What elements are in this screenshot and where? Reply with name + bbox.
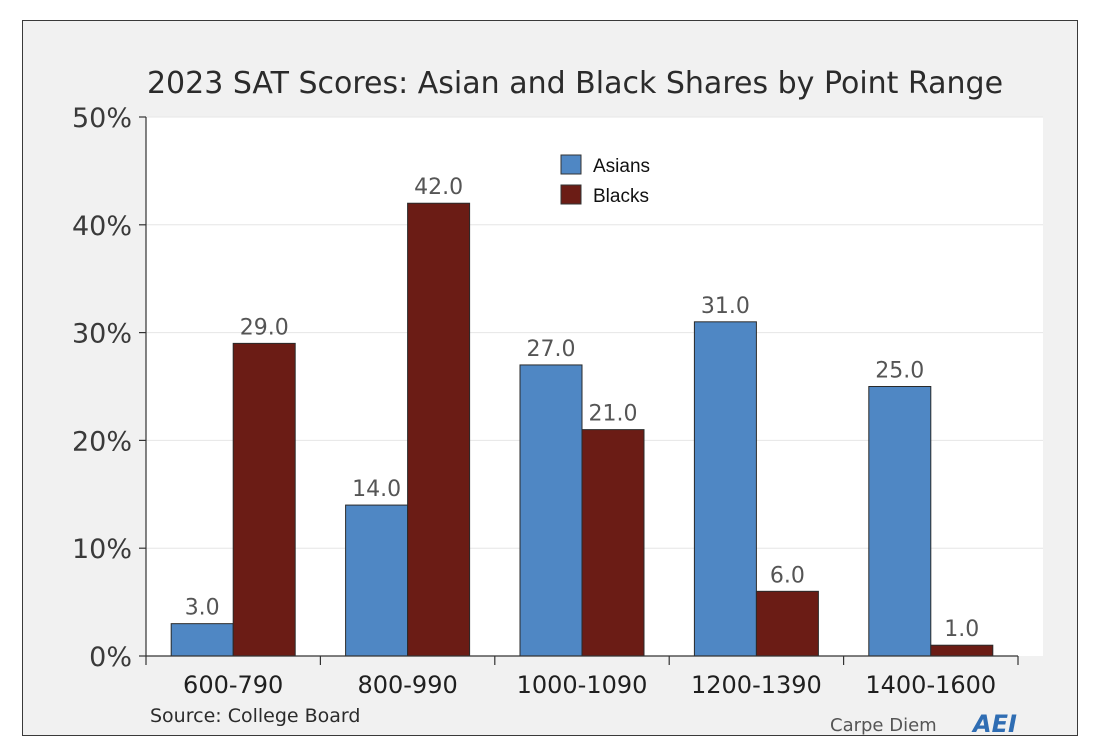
data-label-blacks: 29.0 — [240, 315, 289, 340]
bar-asians-600-790 — [170, 623, 234, 657]
bar-asians-1000-1090 — [519, 364, 583, 657]
y-tick-label: 0% — [89, 642, 132, 673]
x-tick-label: 800-990 — [357, 671, 457, 699]
data-label-asians: 3.0 — [185, 596, 220, 621]
aei-logo-icon: AEI — [971, 710, 1017, 735]
brand-mark: Carpe Diem AEI — [830, 710, 1017, 735]
x-tick-label: 600-790 — [183, 671, 283, 699]
bar-asians-800-990 — [345, 504, 409, 657]
bar-chart: 0% 10% 20% 30% 40% 50% 600-790 3.0 29.0 800-990 14… — [72, 66, 1043, 735]
legend-swatch-blacks — [560, 184, 582, 205]
chart-frame: 0% 10% 20% 30% 40% 50% 600-790 3.0 29.0 800-990 14… — [22, 20, 1078, 736]
legend-label-blacks: Blacks — [593, 186, 649, 207]
data-label-asians: 27.0 — [527, 337, 576, 362]
y-tick-label: 50% — [72, 103, 132, 134]
x-tick-label: 1400-1600 — [865, 671, 996, 699]
y-tick-label: 40% — [72, 211, 132, 242]
x-tick-label: 1000-1090 — [517, 671, 648, 699]
y-tick-label: 10% — [72, 534, 132, 565]
bar-blacks-1400-1600 — [930, 644, 994, 657]
bar-blacks-600-790 — [232, 342, 296, 657]
data-label-asians: 31.0 — [701, 294, 750, 319]
data-label-blacks: 21.0 — [589, 402, 638, 427]
legend-swatch-asians — [560, 154, 582, 175]
bar-blacks-1200-1390 — [755, 590, 819, 657]
brand-text: Carpe Diem — [830, 715, 937, 735]
source-note: Source: College Board — [150, 705, 360, 727]
data-label-blacks: 1.0 — [944, 617, 979, 642]
legend-label-asians: Asians — [593, 156, 650, 177]
bar-asians-1400-1600 — [868, 386, 932, 657]
bar-asians-1200-1390 — [693, 321, 757, 657]
bar-blacks-1000-1090 — [581, 429, 645, 657]
bar-blacks-800-990 — [407, 202, 471, 657]
data-label-blacks: 6.0 — [770, 563, 805, 588]
data-label-asians: 25.0 — [875, 359, 924, 384]
data-label-asians: 14.0 — [352, 477, 401, 502]
legend: Asians Blacks — [560, 154, 650, 207]
y-tick-label: 30% — [72, 319, 132, 350]
data-label-blacks: 42.0 — [414, 175, 463, 200]
x-tick-label: 1200-1390 — [691, 671, 822, 699]
y-tick-label: 20% — [72, 426, 132, 457]
chart-title: 2023 SAT Scores: Asian and Black Shares … — [147, 66, 1003, 101]
